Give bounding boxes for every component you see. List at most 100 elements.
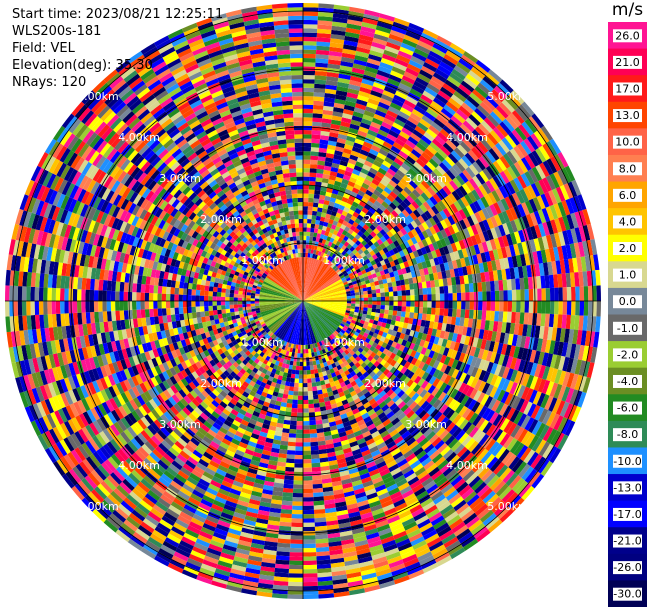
ppi-cell xyxy=(375,308,381,314)
ppi-cell xyxy=(388,286,394,292)
ppi-cell xyxy=(452,301,458,310)
ppi-cell xyxy=(416,101,429,112)
ppi-cell xyxy=(361,118,372,126)
ppi-cell xyxy=(431,287,436,295)
ppi-cell xyxy=(486,132,499,146)
ppi-cell xyxy=(400,79,414,89)
ppi-cell xyxy=(418,294,424,301)
ppi-cell xyxy=(339,274,345,279)
ppi-cell xyxy=(465,73,480,86)
ppi-cell xyxy=(476,104,490,118)
ppi-cell xyxy=(309,181,316,186)
ppi-cell xyxy=(303,301,317,344)
ppi-cell xyxy=(435,301,441,309)
ppi-cell xyxy=(305,252,308,258)
ppi-cell xyxy=(412,209,421,218)
ppi-cell xyxy=(443,308,449,317)
ppi-cell xyxy=(452,284,457,294)
ppi-cell xyxy=(376,296,381,301)
ppi-cell xyxy=(396,237,404,246)
ppi-cell xyxy=(303,262,327,301)
ppi-cell xyxy=(468,309,474,319)
ppi-cell xyxy=(367,307,372,312)
ppi-cell xyxy=(354,138,365,146)
ppi-cell xyxy=(387,78,401,87)
ppi-cell xyxy=(326,148,335,155)
ppi-cell xyxy=(496,124,509,138)
ppi-cell xyxy=(488,92,502,106)
ppi-cell xyxy=(414,186,424,196)
ppi-cell xyxy=(404,206,413,215)
ppi-cell xyxy=(386,183,395,192)
ppi-cell xyxy=(443,53,459,66)
ppi-cell xyxy=(318,147,328,153)
ppi-cell xyxy=(393,232,401,241)
ppi-cell xyxy=(336,231,342,238)
ppi-cell xyxy=(422,307,428,314)
ppi-cell xyxy=(312,117,323,123)
ppi-cell xyxy=(504,96,519,111)
ppi-cell xyxy=(442,207,452,218)
ppi-cell xyxy=(366,210,374,218)
ppi-cell xyxy=(360,82,373,91)
ppi-cell xyxy=(303,433,311,439)
ppi-cell xyxy=(524,289,530,301)
ppi-cell xyxy=(333,8,349,15)
ppi-cell xyxy=(300,353,303,358)
ppi-cell xyxy=(303,277,342,301)
ppi-cell xyxy=(308,407,315,413)
ppi-cell xyxy=(489,111,503,125)
ppi-cell xyxy=(349,246,356,252)
ppi-cell xyxy=(277,264,303,301)
ppi-cell xyxy=(333,244,339,250)
ppi-cell xyxy=(376,196,384,205)
ppi-cell xyxy=(399,220,408,228)
ppi-cell xyxy=(306,365,311,371)
ppi-cell xyxy=(361,260,367,267)
ppi-cell xyxy=(375,25,392,34)
ppi-cell xyxy=(303,539,316,544)
ppi-cell xyxy=(370,144,381,153)
ppi-cell xyxy=(308,357,313,362)
ppi-cell xyxy=(303,91,314,97)
ppi-cell xyxy=(306,231,311,237)
ppi-cell xyxy=(306,370,311,375)
ppi-cell xyxy=(381,121,393,130)
ppi-cell xyxy=(382,247,389,254)
ppi-cell xyxy=(397,110,410,120)
ppi-cell xyxy=(297,395,303,401)
ppi-cell xyxy=(282,492,293,498)
ppi-cell xyxy=(477,310,483,320)
ppi-cell xyxy=(312,483,323,489)
ppi-cell xyxy=(384,45,400,55)
ppi-cell xyxy=(297,408,303,413)
ppi-cell xyxy=(527,135,539,151)
ppi-cell xyxy=(507,301,513,312)
ppi-cell xyxy=(317,393,324,399)
ppi-cell xyxy=(378,193,387,201)
ppi-cell xyxy=(300,349,303,354)
ppi-cell xyxy=(408,22,425,33)
ppi-cell xyxy=(393,291,398,297)
ppi-cell xyxy=(338,258,344,264)
ppi-cell xyxy=(474,107,487,121)
ppi-cell xyxy=(461,155,473,167)
ppi-cell xyxy=(428,50,444,62)
ppi-cell xyxy=(427,294,432,301)
ppi-cell xyxy=(286,458,295,464)
ppi-cell xyxy=(432,72,447,83)
ppi-cell xyxy=(371,289,377,294)
ppi-cell xyxy=(397,204,405,213)
ppi-cell xyxy=(396,230,404,238)
ppi-cell xyxy=(292,505,303,511)
ppi-cell xyxy=(338,242,344,249)
ppi-cell xyxy=(401,301,407,307)
ppi-cell xyxy=(503,290,508,301)
ppi-cell xyxy=(368,207,376,215)
ppi-cell xyxy=(389,301,394,306)
ppi-cell xyxy=(323,258,328,263)
ppi-cell xyxy=(383,240,390,248)
ppi-cell xyxy=(369,167,378,175)
ppi-cell xyxy=(558,301,563,315)
ppi-cell xyxy=(405,284,410,291)
